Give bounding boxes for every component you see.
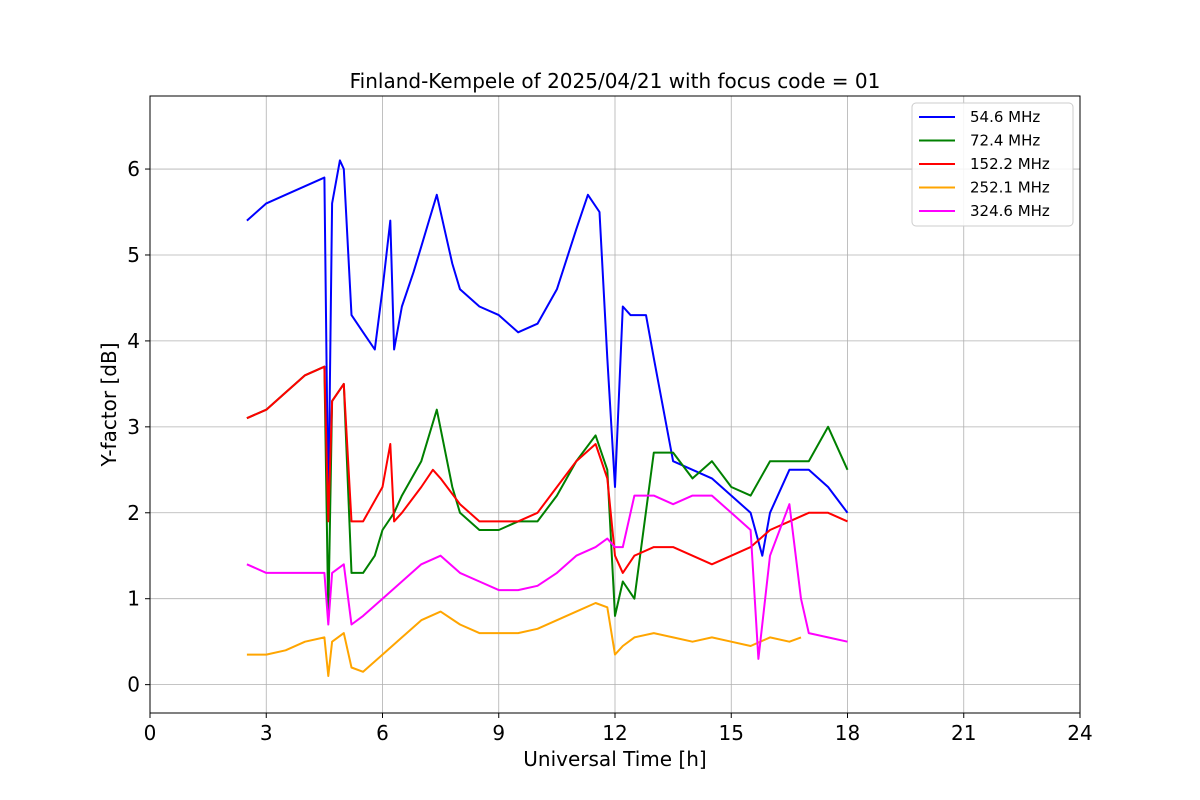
y-tick-label: 1 xyxy=(127,587,140,611)
x-tick-label: 15 xyxy=(719,721,744,745)
x-tick-label: 24 xyxy=(1067,721,1092,745)
x-tick-label: 6 xyxy=(376,721,389,745)
legend-label: 72.4 MHz xyxy=(970,132,1040,150)
y-axis-label: Y-factor [dB] xyxy=(97,342,121,467)
legend-box xyxy=(911,102,1074,227)
legend-label: 152.2 MHz xyxy=(970,155,1050,173)
x-axis-label: Universal Time [h] xyxy=(523,747,706,771)
legend-label: 324.6 MHz xyxy=(970,202,1050,220)
series-layer xyxy=(246,159,849,677)
x-tick-label: 0 xyxy=(144,721,157,745)
x-tick-label: 3 xyxy=(260,721,273,745)
series-line-4 xyxy=(246,494,848,660)
y-tick-label: 3 xyxy=(127,415,140,439)
y-tick-label: 4 xyxy=(127,329,140,353)
x-tick-label: 18 xyxy=(835,721,860,745)
x-tick-label: 12 xyxy=(602,721,627,745)
chart-title: Finland-Kempele of 2025/04/21 with focus… xyxy=(350,69,881,93)
series-line-3 xyxy=(246,602,802,677)
y-tick-label: 6 xyxy=(127,157,140,181)
legend-label: 252.1 MHz xyxy=(970,179,1050,197)
legend: 54.6 MHz 72.4 MHz 152.2 MHz 252.1 MHz 32… xyxy=(911,102,1074,227)
series-line-0 xyxy=(246,159,849,557)
y-tick-label: 0 xyxy=(127,673,140,697)
legend-label: 54.6 MHz xyxy=(970,108,1040,126)
legend-items: 54.6 MHz 72.4 MHz 152.2 MHz 252.1 MHz 32… xyxy=(919,108,1050,220)
y-tick-label: 2 xyxy=(127,501,140,525)
series-line-2 xyxy=(246,365,848,574)
x-tick-label: 21 xyxy=(951,721,976,745)
x-tick-label: 9 xyxy=(492,721,505,745)
y-tick-label: 5 xyxy=(127,243,140,267)
